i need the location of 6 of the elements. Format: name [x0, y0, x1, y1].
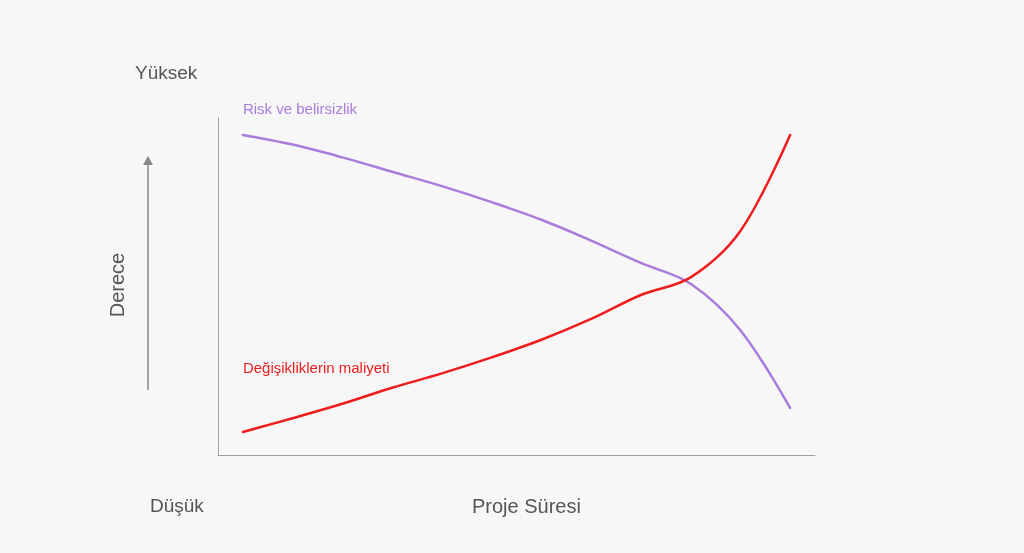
- series-label: Risk ve belirsizlik: [242, 99, 358, 117]
- x-axis-title: Proje Süresi: [472, 495, 581, 517]
- y-axis-title: Derece: [106, 252, 128, 318]
- series-label: Değişikliklerin maliyeti: [242, 358, 390, 376]
- text: Düşük: [150, 495, 205, 516]
- text: Yüksek: [135, 62, 198, 83]
